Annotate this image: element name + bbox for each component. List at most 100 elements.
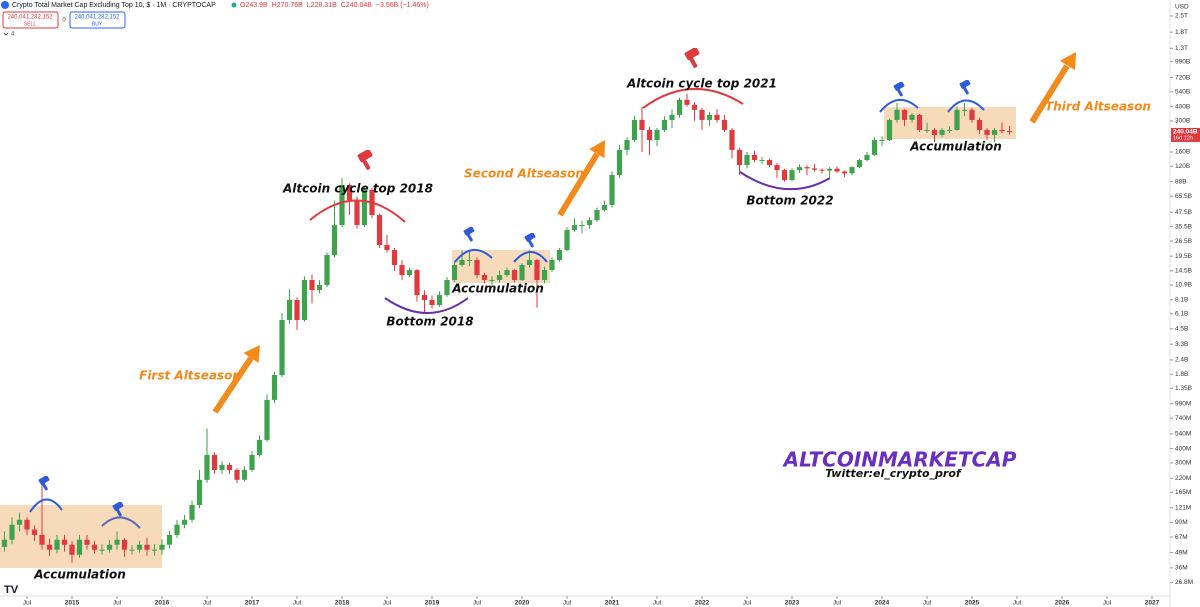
candle-body xyxy=(496,275,503,281)
candle-body xyxy=(354,200,360,226)
annotation: Altcoin cycle top 2018 xyxy=(282,182,433,196)
candle-body xyxy=(16,519,23,525)
candle-body xyxy=(31,529,38,535)
candle-body xyxy=(549,259,555,271)
top-arc xyxy=(309,199,406,223)
candle-body xyxy=(451,265,458,281)
candle-body xyxy=(279,319,285,376)
candle-body xyxy=(421,294,428,301)
candle-body xyxy=(1006,131,1013,133)
y-tick-label: 90M xyxy=(1175,519,1188,526)
candle-body xyxy=(804,167,810,169)
price-tag xyxy=(1171,127,1200,142)
candle-body xyxy=(691,104,698,110)
y-tick-label: 65.5B xyxy=(1175,193,1192,200)
top-arc xyxy=(642,87,744,109)
candle-body xyxy=(541,270,548,281)
y-tick-label: 26.5B xyxy=(1175,238,1192,245)
candle-body xyxy=(211,454,218,470)
x-tick-label: Jul xyxy=(653,600,662,607)
y-tick-label: 2.5T xyxy=(1175,13,1188,20)
candle-body xyxy=(159,544,165,550)
x-tick-label: 2020 xyxy=(515,600,530,607)
candle-body xyxy=(721,119,728,130)
sell-button[interactable] xyxy=(2,11,59,29)
candle-body xyxy=(391,250,398,266)
candle-body xyxy=(624,140,630,150)
candle-body xyxy=(864,154,870,161)
y-tick-label: 160B xyxy=(1175,149,1190,156)
hump-arc xyxy=(947,99,985,113)
ohlc-value: C240.04B xyxy=(341,2,372,9)
x-tick-label: 2026 xyxy=(1055,600,1070,607)
candle-body xyxy=(579,225,585,227)
candle-body xyxy=(286,300,293,320)
ohlc-value: H270.76B xyxy=(272,2,303,9)
x-tick-label: Jul xyxy=(923,600,932,607)
annotation: Accumulation xyxy=(33,568,126,582)
candle-body xyxy=(901,109,908,120)
y-tick-label: 8.1B xyxy=(1175,296,1188,303)
candle-body xyxy=(924,129,930,131)
candle-body xyxy=(766,160,773,166)
candle-body xyxy=(226,464,233,470)
x-tick-label: 2021 xyxy=(605,600,620,607)
candle-body xyxy=(796,167,803,171)
candle-body xyxy=(264,399,270,440)
annotation: Second Altseason xyxy=(464,167,584,181)
annotation: First Altseason xyxy=(139,369,241,383)
candle-body xyxy=(414,270,420,295)
candle-body xyxy=(444,280,450,295)
y-tick-label: 540B xyxy=(1175,89,1190,96)
candle-body xyxy=(399,265,405,276)
bottom-arc xyxy=(739,171,831,191)
x-tick-label: 2027 xyxy=(1145,600,1160,607)
tv-logo[interactable]: TV xyxy=(4,584,19,596)
symbol-title[interactable]: Crypto Total Market Cap Excluding Top 10… xyxy=(12,2,216,9)
candle-body xyxy=(339,184,345,226)
candle-body xyxy=(189,505,195,520)
y-tick-label: 720B xyxy=(1175,74,1190,81)
y-tick-label: 300B xyxy=(1175,118,1190,125)
y-tick-label: 6.1B xyxy=(1175,310,1188,317)
buy-button[interactable] xyxy=(69,11,126,29)
candle-body xyxy=(481,275,488,281)
candle-body xyxy=(601,204,608,211)
spread: 0 xyxy=(62,18,66,24)
x-tick-label: 2024 xyxy=(875,600,890,607)
y-tick-label: 3.3B xyxy=(1175,341,1188,348)
x-tick-label: 2017 xyxy=(245,600,260,607)
y-tick-label: 1.3T xyxy=(1175,45,1188,52)
candle-body xyxy=(984,129,990,135)
annotation: Accumulation xyxy=(451,282,544,296)
arrow xyxy=(212,356,254,414)
indicator-count[interactable]: 4 xyxy=(11,32,15,38)
y-tick-label: 1.8B xyxy=(1175,371,1188,378)
bottom-arc xyxy=(384,297,469,314)
candle-body xyxy=(324,254,330,286)
candle-body xyxy=(811,168,818,170)
buy-label: BUY xyxy=(92,21,103,27)
arrow xyxy=(557,152,600,217)
arrows xyxy=(212,52,1076,414)
candle-body xyxy=(729,129,735,150)
x-axis: Jul 2015 Jul 2016 Jul 2017 Jul 2018 Jul 2019 Jul 20… xyxy=(23,596,1160,607)
candle-body xyxy=(961,109,968,111)
candle-body xyxy=(819,169,825,171)
candle-body xyxy=(384,245,390,251)
x-tick-label: Jul xyxy=(113,600,122,607)
symbol-icon[interactable] xyxy=(1,1,9,9)
candle-body xyxy=(534,259,540,281)
candle-body xyxy=(256,439,263,455)
candle-body xyxy=(136,544,143,550)
candle-body xyxy=(504,270,510,276)
arrow-head xyxy=(589,140,605,159)
candle-body xyxy=(84,539,90,545)
candle-body xyxy=(594,210,600,221)
candle-body xyxy=(586,220,593,226)
x-tick-label: 2022 xyxy=(695,600,710,607)
candle-body xyxy=(886,119,893,141)
candle-body xyxy=(76,539,83,555)
collapse-icon[interactable] xyxy=(3,32,9,36)
